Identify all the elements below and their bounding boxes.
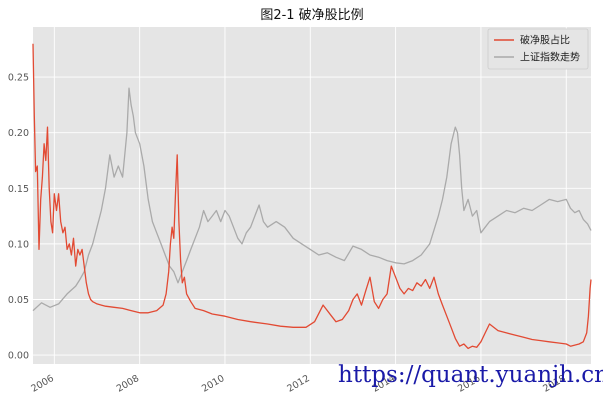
x-tick-label: 2012: [285, 373, 311, 395]
series-line-0: [32, 43, 592, 350]
y-tick-label: 0.00: [8, 351, 29, 362]
legend-box: [487, 28, 589, 70]
y-axis-ticks: 0.00 0.05 0.10 0.15 0.20 0.25: [8, 73, 29, 362]
y-tick-label: 0.15: [8, 184, 29, 195]
legend-label-series-1: 上证指数走势: [520, 51, 580, 64]
grid-lines: [33, 27, 591, 364]
y-tick-label: 0.05: [8, 295, 29, 306]
watermark-url: https://quant.yuanjh.cn: [338, 362, 603, 388]
y-tick-label: 0.10: [8, 239, 29, 250]
series-group: [32, 43, 592, 350]
plot-area: [33, 27, 591, 364]
x-tick-label: 2010: [200, 373, 226, 395]
series-line-1: [32, 87, 592, 312]
chart-title: 图2-1 破净股比例: [260, 8, 363, 23]
y-tick-label: 0.25: [8, 73, 29, 84]
x-tick-label: 2006: [29, 373, 55, 395]
y-tick-label: 0.20: [8, 128, 29, 139]
x-tick-label: 2008: [115, 373, 141, 395]
legend: 破净股占比 上证指数走势: [487, 28, 589, 70]
legend-label-series-0: 破净股占比: [520, 34, 570, 47]
